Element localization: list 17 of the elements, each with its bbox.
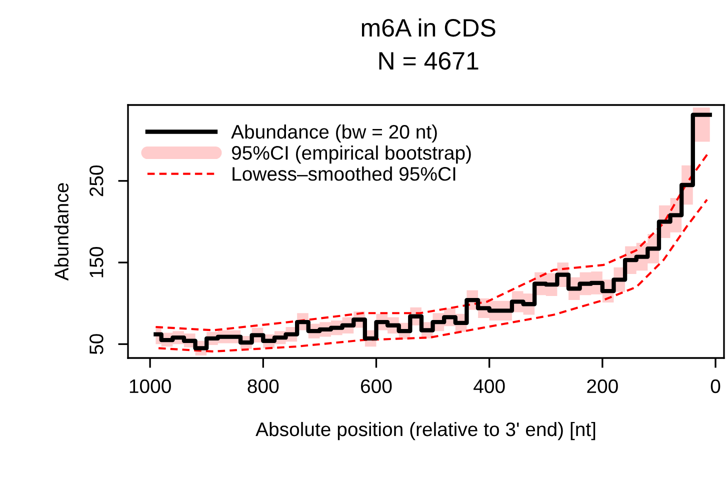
annotation: 95%CI (empirical bootstrap) bbox=[232, 145, 471, 164]
x-axis-title: Absolute position (relative to 3' end) [nt] bbox=[256, 422, 596, 440]
x-tick-label: 0 bbox=[710, 379, 720, 394]
legend-label: Lowess–smoothed 95%CI bbox=[232, 166, 456, 181]
x-tick-label: 400 bbox=[474, 379, 505, 394]
x-tick-label: 200 bbox=[587, 379, 618, 394]
x-tick-label: 1000 bbox=[130, 379, 171, 394]
y-tick-label: 250 bbox=[90, 165, 104, 196]
y-axis-title: Abundance bbox=[54, 183, 69, 281]
chart-subtitle: N = 4671 bbox=[379, 52, 478, 70]
x-tick-label: 800 bbox=[248, 379, 279, 394]
chart-title: m6A in CDS bbox=[362, 18, 496, 37]
x-tick-label: 600 bbox=[361, 379, 392, 394]
y-tick-label: 150 bbox=[90, 247, 104, 278]
y-tick-label: 50 bbox=[90, 334, 104, 354]
line-series bbox=[157, 198, 708, 353]
legend-label: Abundance (bw = 20 nt) bbox=[231, 124, 437, 143]
